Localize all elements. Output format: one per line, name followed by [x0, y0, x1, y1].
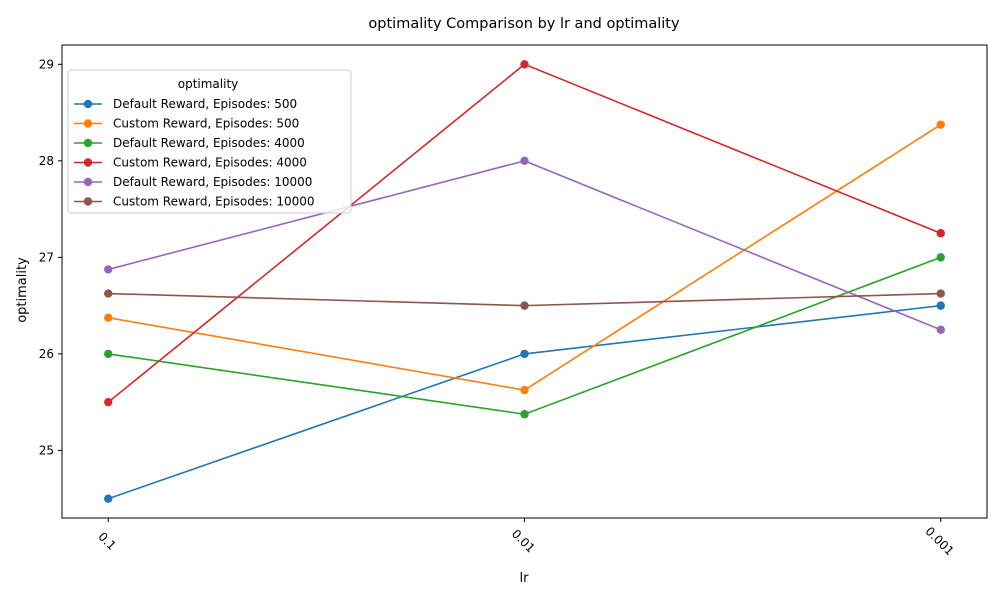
data-point [520, 385, 529, 395]
data-point [104, 265, 113, 274]
data-point [520, 349, 529, 359]
legend-label: Custom Reward, Episodes: 4000 [113, 156, 307, 170]
y-axis: 25 26 27 28 29 [39, 57, 62, 457]
series-6 [104, 289, 945, 310]
series-5 [104, 156, 945, 334]
data-point [520, 156, 529, 166]
data-point [520, 301, 529, 310]
data-point [520, 60, 529, 69]
data-point [936, 120, 945, 129]
legend-label: Custom Reward, Episodes: 500 [113, 117, 299, 131]
data-point [104, 313, 113, 322]
data-point [936, 289, 945, 298]
data-point [936, 229, 945, 238]
x-axis-label: lr [520, 571, 530, 586]
y-tick-label: 27 [39, 250, 54, 264]
data-point [104, 397, 113, 407]
plot-frame [61, 44, 988, 519]
legend-swatch-marker [83, 197, 93, 206]
series-layer [104, 60, 945, 503]
series-1 [104, 301, 945, 503]
legend-label: Default Reward, Episodes: 500 [113, 97, 297, 111]
legend-swatch-marker [83, 138, 93, 148]
legend-item: Custom Reward, Episodes: 4000 [74, 156, 307, 170]
legend-item: Custom Reward, Episodes: 500 [74, 117, 299, 131]
y-tick-label: 29 [39, 57, 54, 71]
legend-box [67, 69, 352, 214]
series-2 [104, 120, 945, 395]
legend-item: Default Reward, Episodes: 10000 [74, 175, 312, 189]
legend-swatch-marker [83, 99, 93, 109]
series-4 [104, 60, 945, 407]
legend-items: Default Reward, Episodes: 500 Custom Rewa… [74, 97, 315, 209]
y-axis-label: optimality [15, 257, 30, 323]
legend-item: Custom Reward, Episodes: 10000 [74, 195, 315, 209]
legend-label: Default Reward, Episodes: 10000 [113, 175, 312, 189]
legend-swatch-marker [83, 119, 93, 128]
y-tick-label: 28 [39, 154, 54, 168]
data-point [104, 289, 113, 298]
y-tick-label: 26 [39, 347, 54, 361]
data-point [520, 410, 529, 419]
y-tick-label: 25 [39, 443, 54, 457]
data-point [936, 253, 945, 262]
legend-item: Default Reward, Episodes: 500 [74, 97, 297, 111]
legend-label: Custom Reward, Episodes: 10000 [113, 195, 315, 209]
data-point [104, 494, 113, 503]
legend-label: Default Reward, Episodes: 4000 [113, 136, 305, 150]
legend-swatch-marker [83, 177, 93, 187]
data-point [104, 349, 113, 359]
data-point [936, 301, 945, 310]
chart-title: optimality Comparison by lr and optimali… [368, 16, 680, 32]
data-point [936, 325, 945, 334]
legend-item: Default Reward, Episodes: 4000 [74, 136, 305, 150]
legend-swatch-marker [83, 158, 93, 167]
legend: optimality Default Reward, Episodes: 500… [67, 69, 352, 214]
legend-title: optimality [178, 77, 239, 91]
series-3 [104, 253, 945, 419]
